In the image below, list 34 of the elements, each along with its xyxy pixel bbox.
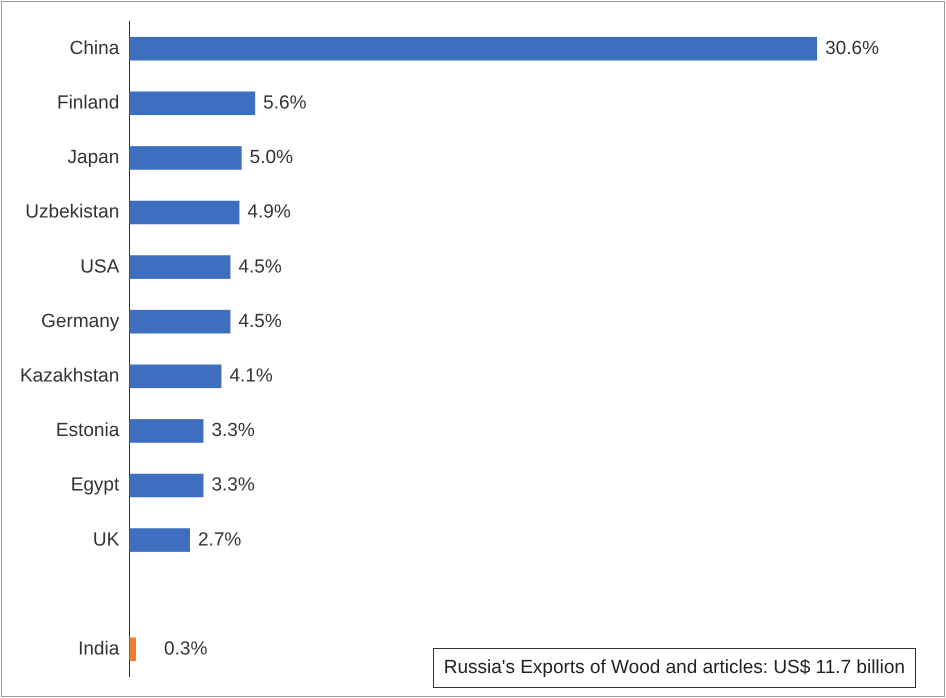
bar	[129, 528, 190, 552]
y-tick-label: UK	[92, 529, 120, 550]
data-label: 0.3%	[164, 638, 208, 660]
annotation: Russia's Exports of Wood and articles: US$ 11.7 billion	[432, 648, 916, 688]
bar	[129, 36, 818, 60]
y-tick-label: India	[78, 638, 120, 660]
bar	[129, 146, 242, 170]
y-tick-label: China	[70, 38, 120, 59]
y-tick-label: Japan	[68, 147, 120, 168]
data-label: 4.1%	[229, 366, 273, 387]
data-label: 3.3%	[211, 420, 255, 442]
data-label: 4.5%	[238, 310, 282, 332]
y-tick-label: Kazakhstan	[20, 366, 120, 387]
data-label: 4.5%	[238, 256, 282, 278]
data-label: 2.7%	[198, 529, 242, 550]
data-label: 30.6%	[825, 38, 880, 59]
y-tick-label: Finland	[56, 92, 120, 114]
data-label: 4.9%	[247, 202, 291, 223]
bar	[129, 255, 230, 279]
bar	[129, 638, 136, 662]
y-tick-label: Estonia	[56, 420, 120, 442]
data-label: 3.3%	[211, 474, 255, 496]
bar	[129, 92, 256, 116]
bar	[129, 364, 222, 388]
bar	[129, 310, 230, 334]
data-label: 5.0%	[250, 147, 294, 168]
data-label: 5.6%	[263, 92, 307, 114]
bar	[129, 200, 240, 224]
bar	[129, 474, 204, 498]
y-tick-label: Germany	[41, 310, 120, 332]
y-tick-label: Uzbekistan	[25, 202, 120, 223]
y-tick-label: Egypt	[70, 474, 120, 496]
y-tick-label: USA	[80, 256, 120, 278]
bar	[129, 419, 204, 443]
